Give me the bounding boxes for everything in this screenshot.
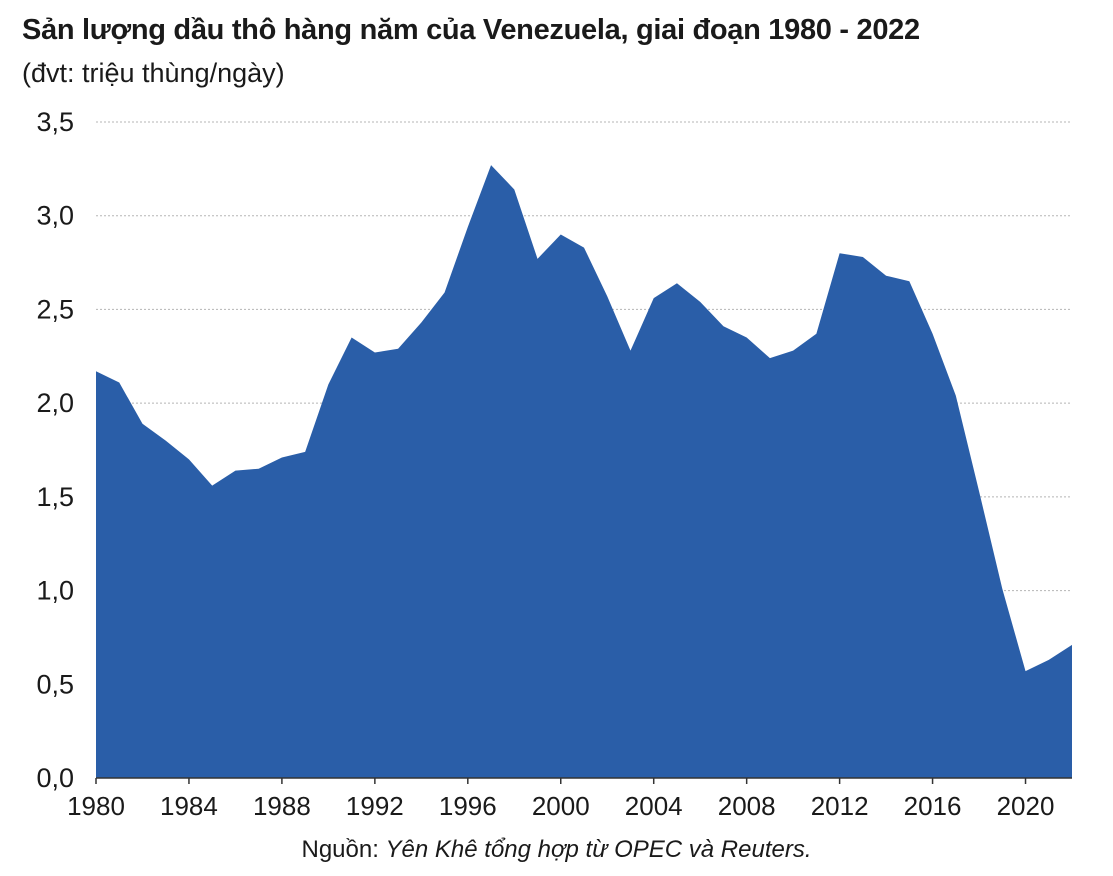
x-tick-label: 2008: [718, 791, 776, 821]
x-tick-labels: 1980 1984 1988 1992 1996 2000 2004 2008 2012 2016…: [67, 791, 1054, 821]
y-tick-label: 0,5: [36, 669, 74, 699]
x-tick-label: 1988: [253, 791, 311, 821]
y-tick-label: 3,5: [36, 107, 74, 137]
source-note: Nguồn: Yên Khê tổng hợp từ OPEC và Reute…: [0, 836, 1113, 864]
y-tick-label: 1,0: [36, 576, 74, 606]
x-tick-label: 2020: [997, 791, 1055, 821]
x-tick-label: 2016: [904, 791, 962, 821]
source-text: Yên Khê tổng hợp từ OPEC và Reuters.: [385, 836, 812, 863]
x-tick-label: 2004: [625, 791, 683, 821]
axes: [95, 777, 1072, 784]
chart-title: Sản lượng dầu thô hàng năm của Venezuela…: [22, 14, 920, 46]
x-tick-label: 2000: [532, 791, 590, 821]
y-tick-label: 0,0: [36, 763, 74, 793]
y-tick-label: 3,0: [36, 201, 74, 231]
production-area: [96, 165, 1072, 779]
x-tick-label: 2012: [811, 791, 869, 821]
y-tick-label: 2,0: [36, 388, 74, 418]
y-tick-label: 2,5: [36, 294, 74, 324]
series-area: [96, 165, 1072, 779]
chart-subtitle: (đvt: triệu thùng/ngày): [22, 58, 285, 88]
x-tick-label: 1996: [439, 791, 497, 821]
y-tick-labels: 0,0 0,5 1,0 1,5 2,0 2,5 3,0 3,5: [36, 107, 74, 793]
y-tick-label: 1,5: [36, 482, 74, 512]
x-tick-label: 1980: [67, 791, 125, 821]
source-label: Nguồn:: [301, 836, 379, 863]
x-tick-label: 1984: [160, 791, 218, 821]
x-tick-label: 1992: [346, 791, 404, 821]
